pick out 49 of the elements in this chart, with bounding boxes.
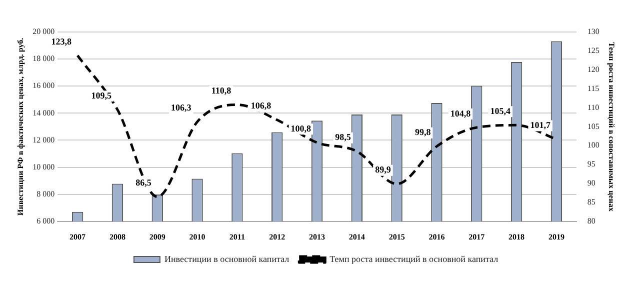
y-tick-label: 14 000	[32, 108, 55, 118]
legend-label: Инвестиции в основной капитал	[164, 254, 290, 264]
y-tick-label: 18 000	[32, 54, 55, 64]
x-tick-label: 2012	[269, 232, 286, 242]
x-tick-label: 2017	[468, 232, 485, 242]
y2-tick-label: 80	[587, 216, 596, 226]
y2-tick-label: 105	[587, 122, 600, 131]
data-label: 89,9	[375, 164, 392, 175]
legend-label: Темп роста инвестиций в основной капитал	[330, 254, 499, 264]
x-tick-label: 2009	[149, 232, 166, 242]
data-label: 106,8	[250, 100, 272, 111]
data-label: 105,4	[490, 106, 512, 116]
x-tick-label: 2010	[189, 232, 206, 242]
data-label: 99,8	[414, 127, 432, 138]
x-tick-label: 2018	[508, 232, 525, 242]
y-tick-label: 16 000	[32, 81, 55, 90]
x-tick-label: 2015	[388, 232, 405, 242]
x-tick-label: 2008	[109, 232, 126, 242]
x-tick-label: 2011	[229, 232, 245, 242]
x-tick-label: 2014	[348, 232, 365, 242]
y-tick-label: 10 000	[32, 162, 55, 172]
data-label: 104,8	[450, 108, 472, 118]
data-label: 100,8	[290, 123, 312, 134]
y2-tick-label: 100	[587, 140, 600, 150]
y2-tick-label: 120	[587, 64, 600, 74]
x-tick-label: 2013	[309, 232, 325, 242]
data-label: 101,7	[530, 120, 551, 130]
data-label: 109,5	[91, 90, 112, 100]
y2-tick-label: 115	[587, 84, 600, 93]
y2-tick-label: 125	[587, 46, 600, 56]
y2-tick-label: 130	[587, 27, 600, 36]
y2-tick-label: 95	[587, 160, 596, 169]
data-label: 98,5	[335, 132, 352, 142]
y-tick-label: 6 000	[36, 216, 55, 226]
data-label: 123,8	[51, 36, 72, 46]
x-tick-label: 2007	[70, 232, 86, 242]
data-label: 106,3	[171, 102, 192, 113]
y2-tick-label: 110	[587, 102, 600, 112]
y-tick-label: 12 000	[32, 135, 55, 144]
y2-tick-label: 85	[587, 198, 596, 207]
x-tick-label: 2019	[548, 232, 564, 242]
data-label: 86,5	[136, 178, 152, 188]
y2-axis-title: Темп роста инвестиций в сопоставимых ценах	[607, 42, 616, 212]
y-tick-label: 20 000	[32, 27, 55, 36]
y2-tick-label: 90	[587, 178, 596, 188]
x-tick-label: 2016	[428, 232, 445, 242]
data-label: 110,8	[211, 86, 232, 96]
y-tick-label: 8 000	[36, 189, 55, 198]
y-axis-title: Инвестиции РФ в фактических ценах, млрд. руб.	[16, 38, 25, 216]
